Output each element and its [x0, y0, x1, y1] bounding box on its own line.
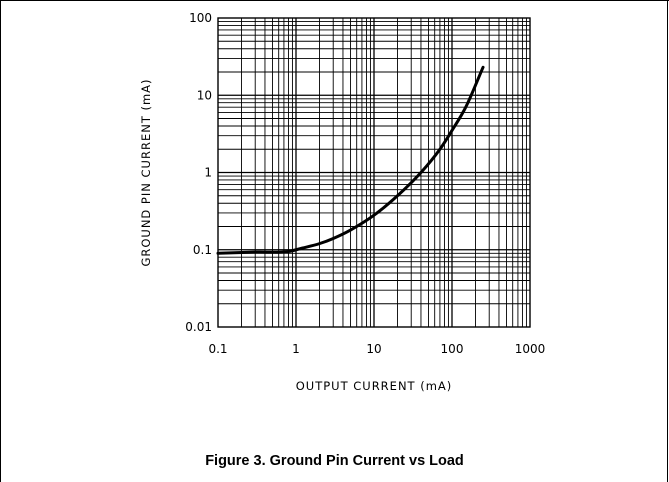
ground-pin-current-chart: 0.1 1 10 100 1000 0.01 0.1 1 10 100 OUTPUT CURRE… — [139, 11, 545, 393]
y-axis-label: GROUND PIN CURRENT (mA) — [139, 78, 153, 266]
x-tick-label: 100 — [441, 342, 464, 356]
figure-caption: Figure 3. Ground Pin Current vs Load — [205, 453, 464, 469]
y-tick-label: 0.01 — [185, 320, 212, 334]
y-tick-label: 1 — [204, 166, 212, 180]
y-tick-label: 0.1 — [193, 243, 212, 257]
x-tick-label: 10 — [366, 342, 381, 356]
grid — [218, 18, 530, 327]
series-line — [216, 65, 485, 255]
x-axis-label: OUTPUT CURRENT (mA) — [296, 379, 453, 393]
y-tick-label: 100 — [189, 11, 212, 25]
y-tick-labels: 0.01 0.1 1 10 100 — [185, 11, 212, 334]
x-tick-labels: 0.1 1 10 100 1000 — [208, 342, 545, 356]
x-tick-label: 1000 — [515, 342, 546, 356]
frame-left-border — [0, 0, 1, 482]
plot-frame — [217, 17, 531, 328]
frame-top-border — [0, 0, 669, 1]
x-tick-label: 1 — [292, 342, 300, 356]
y-tick-label: 10 — [197, 88, 212, 102]
frame-right-border — [667, 0, 668, 482]
x-tick-label: 0.1 — [208, 342, 227, 356]
